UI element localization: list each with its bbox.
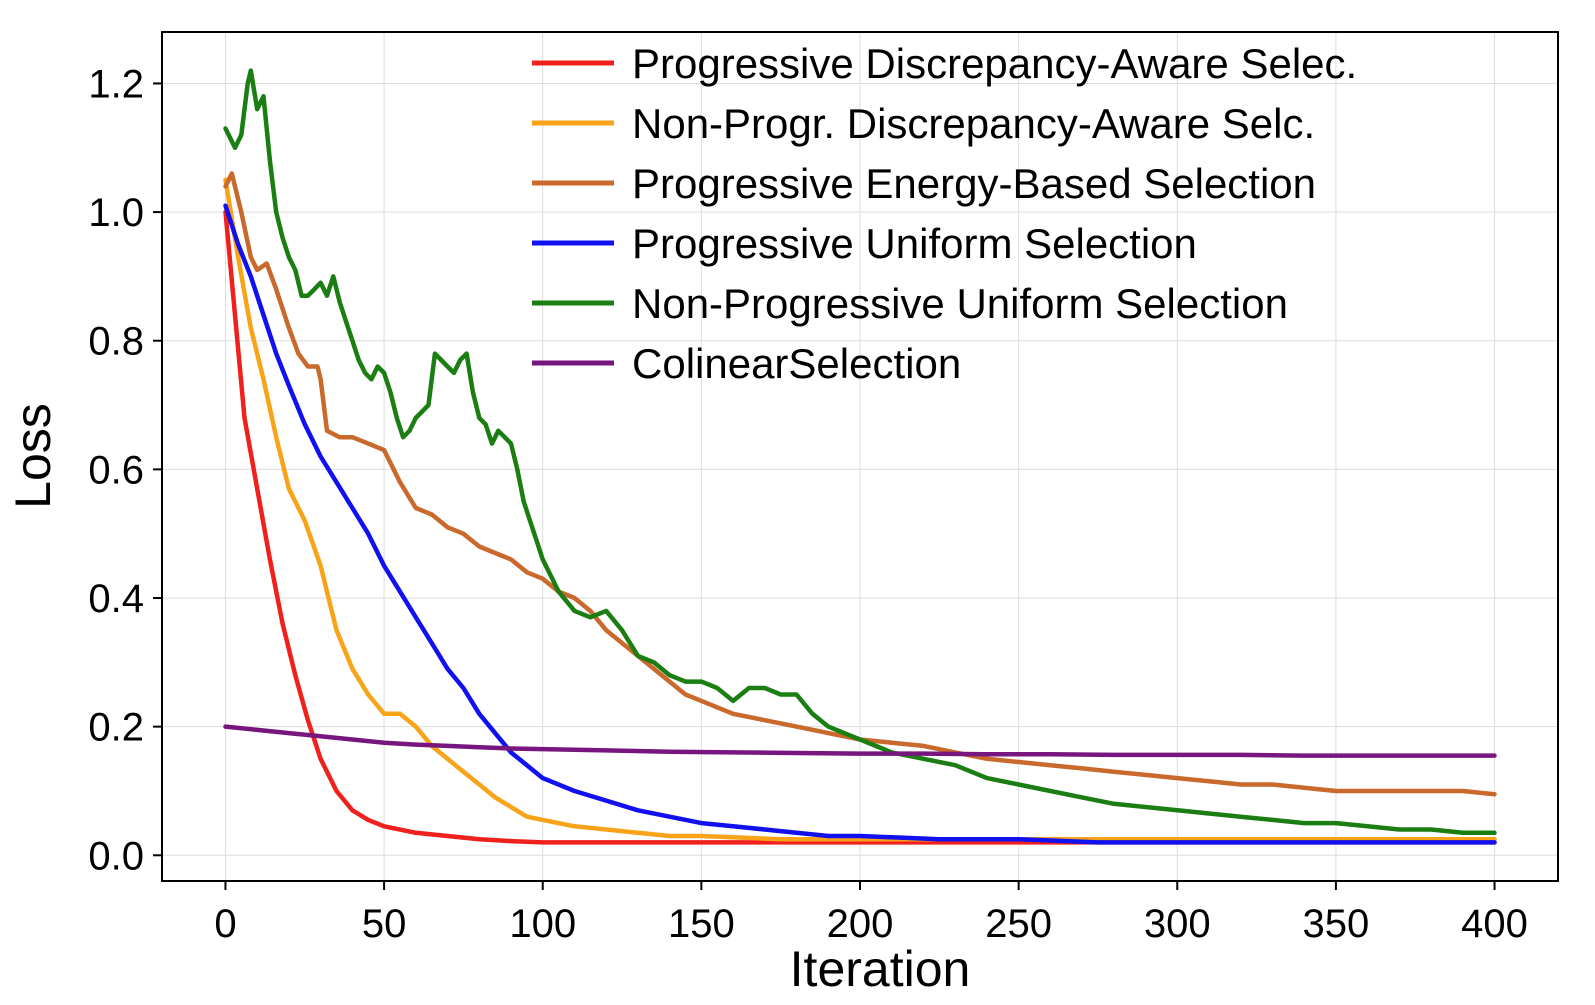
y-tick-label: 0.0 xyxy=(88,834,144,878)
legend-label: Non-Progressive Uniform Selection xyxy=(632,280,1288,327)
series-line-progressive-uniform-selection xyxy=(223,203,1497,845)
legend: Progressive Discrepancy-Aware Selec. Non-… xyxy=(532,40,1357,387)
series-line-colinearselection xyxy=(223,724,1497,758)
x-tick-label: 200 xyxy=(827,902,894,946)
x-tick-label: 350 xyxy=(1303,902,1370,946)
x-axis-ticks: 0 50 100 150 200 250 300 350 400 xyxy=(214,881,1528,946)
y-tick-label: 0.4 xyxy=(88,577,144,621)
x-tick-label: 300 xyxy=(1144,902,1211,946)
x-tick-label: 50 xyxy=(362,902,407,946)
x-axis-label: Iteration xyxy=(790,941,971,997)
x-tick-label: 0 xyxy=(214,902,236,946)
legend-label: Non-Progr. Discrepancy-Aware Selc. xyxy=(632,100,1315,147)
series-line-progressive-discrepancy-aware-selec xyxy=(223,209,1497,845)
x-tick-label: 250 xyxy=(985,902,1052,946)
y-axis-label: Loss xyxy=(5,403,61,509)
y-tick-label: 1.2 xyxy=(88,62,144,106)
y-tick-label: 1.0 xyxy=(88,191,144,235)
grid xyxy=(162,32,1558,881)
x-tick-label: 100 xyxy=(509,902,576,946)
y-tick-label: 0.2 xyxy=(88,706,144,750)
series-line-non-progressive-uniform-selection xyxy=(223,68,1497,836)
series-lines xyxy=(223,68,1497,845)
y-axis-ticks: 0.0 0.2 0.4 0.6 0.8 1.0 1.2 xyxy=(88,62,162,878)
series-line-non-progr-discrepancy-aware-selc xyxy=(223,177,1497,842)
series-line-progressive-energy-based-selection xyxy=(223,171,1497,797)
y-tick-label: 0.6 xyxy=(88,448,144,492)
y-tick-label: 0.8 xyxy=(88,320,144,364)
legend-label: ColinearSelection xyxy=(632,340,961,387)
x-tick-label: 400 xyxy=(1461,902,1528,946)
legend-label: Progressive Uniform Selection xyxy=(632,220,1197,267)
legend-label: Progressive Discrepancy-Aware Selec. xyxy=(632,40,1357,87)
x-tick-label: 150 xyxy=(668,902,735,946)
legend-label: Progressive Energy-Based Selection xyxy=(632,160,1316,207)
